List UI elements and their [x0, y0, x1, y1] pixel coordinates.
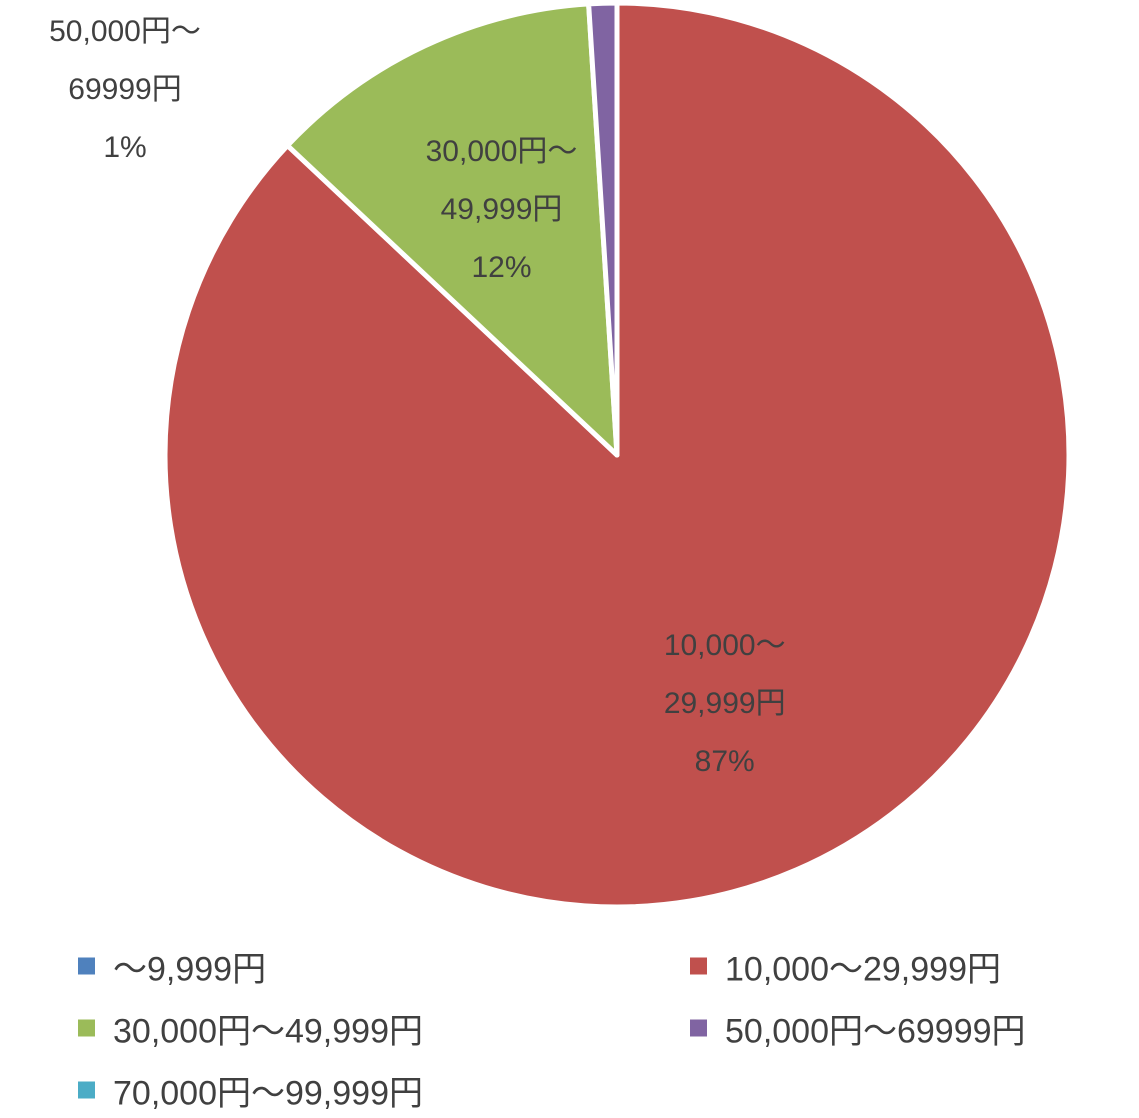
data-label-value: 1% [103, 131, 147, 164]
legend-swatch [78, 1081, 95, 1099]
legend-swatch [78, 957, 95, 975]
pie-slice [285, 1, 620, 458]
legend-item: 10,000～29,999円 [690, 942, 1001, 991]
pie-area [165, 0, 1069, 907]
legend-swatch [690, 1019, 707, 1037]
legend-swatch [690, 957, 707, 975]
data-label-category: 30,000円～49,999円 [425, 134, 578, 226]
legend-swatch [78, 1019, 95, 1037]
data-label-value: 12% [471, 250, 532, 284]
legend-label: ～9,999円 [113, 950, 267, 989]
legend-label: 30,000円～49,999円 [113, 1012, 423, 1051]
data-label: 10,000～29,999円 87% [625, 617, 825, 791]
legend-label: 70,000円～99,999円 [113, 1074, 423, 1113]
legend-label: 50,000円～69999円 [725, 1012, 1026, 1051]
legend-item: 50,000円～69999円 [690, 1004, 1026, 1053]
legend-item: 70,000円～99,999円 [78, 1066, 423, 1115]
data-label: 50,000円～69999円 1% [25, 3, 225, 177]
data-label: 30,000円～49,999円 12% [402, 123, 602, 297]
data-label-value: 87% [694, 744, 755, 778]
legend-item: 30,000円～49,999円 [78, 1004, 423, 1053]
legend-label: 10,000～29,999円 [725, 950, 1001, 989]
data-label-category: 10,000～29,999円 [663, 628, 786, 720]
legend-item: ～9,999円 [78, 942, 266, 991]
data-label-category: 50,000円～69999円 [49, 15, 201, 106]
pie-slice [586, 0, 620, 458]
